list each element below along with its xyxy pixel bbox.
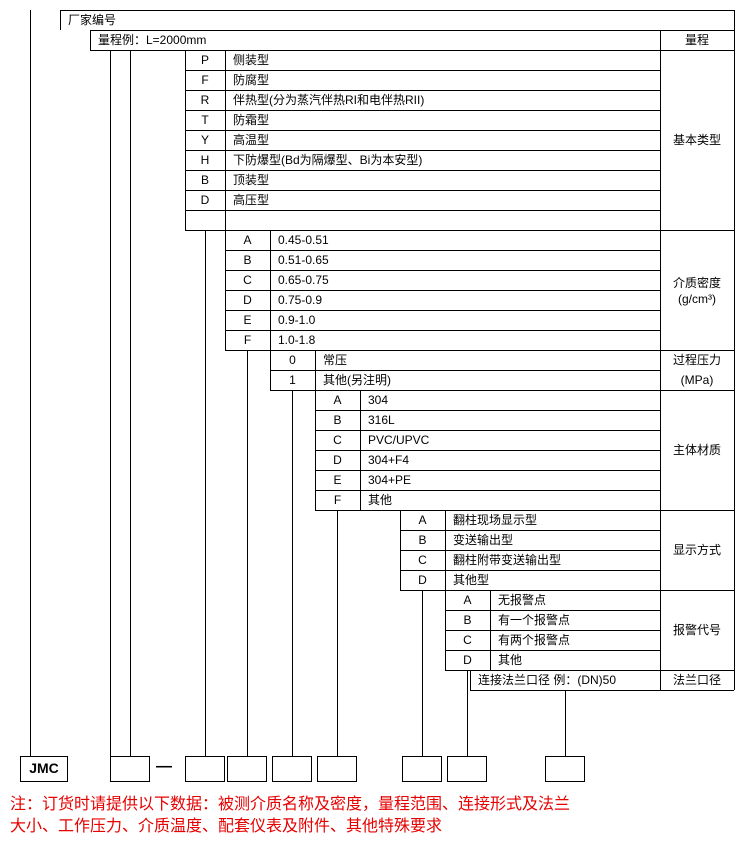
display-code: A [400, 513, 445, 527]
display-code: B [400, 533, 445, 547]
alarm-code: C [445, 633, 490, 647]
material-code: F [315, 493, 360, 507]
density-unit: (g/cm³) [660, 292, 734, 306]
material-desc: 304+F4 [368, 453, 409, 467]
display-code: C [400, 553, 445, 567]
density-desc: 0.45-0.51 [278, 233, 329, 247]
display-desc: 翻柱现场显示型 [453, 513, 537, 527]
basic-type-desc: 顶装型 [233, 173, 269, 187]
density-code: D [225, 293, 270, 307]
pressure-title: 过程压力 [660, 353, 734, 367]
alarm-code: A [445, 593, 490, 607]
alarm-title: 报警代号 [660, 623, 734, 637]
density-code: B [225, 253, 270, 267]
density-box [227, 756, 267, 782]
basic-type-desc: 侧装型 [233, 53, 269, 67]
alarm-desc: 有两个报警点 [498, 633, 570, 647]
basic-type-code: F [185, 73, 225, 87]
material-code: B [315, 413, 360, 427]
density-title: 介质密度 [660, 276, 734, 290]
flange-title: 法兰口径 [660, 673, 734, 687]
material-code: A [315, 393, 360, 407]
basic-type-code: R [185, 93, 225, 107]
basic-type-desc: 高压型 [233, 193, 269, 207]
pressure-unit: (MPa) [660, 373, 734, 387]
basic-type-code: B [185, 173, 225, 187]
jmc-box: JMC [20, 756, 68, 782]
density-code: A [225, 233, 270, 247]
factory-header: 厂家编号 [68, 13, 116, 27]
alarm-code: D [445, 653, 490, 667]
density-desc: 1.0-1.8 [278, 333, 315, 347]
basic-type-desc: 伴热型(分为蒸汽伴热RI和电伴热RII) [233, 93, 424, 107]
density-code: C [225, 273, 270, 287]
display-desc: 其他型 [453, 573, 489, 587]
alarm-desc: 无报警点 [498, 593, 546, 607]
display-desc: 变送输出型 [453, 533, 513, 547]
density-desc: 0.75-0.9 [278, 293, 322, 307]
density-desc: 0.51-0.65 [278, 253, 329, 267]
density-desc: 0.65-0.75 [278, 273, 329, 287]
flange-desc: 连接法兰口径 例：(DN)50 [478, 673, 616, 687]
basic-type-code: T [185, 113, 225, 127]
display-desc: 翻柱附带变送输出型 [453, 553, 561, 567]
alarm-box [447, 756, 487, 782]
flange-box [545, 756, 585, 782]
basic-type-desc: 下防爆型(Bd为隔爆型、Bi为本安型) [233, 153, 422, 167]
alarm-code: B [445, 613, 490, 627]
selection-diagram: 厂家编号量程例：L=2000mm 量程 P 侧装型 F 防腐型 R 伴热型(分为蒸汽伴热RI和… [10, 10, 740, 835]
material-desc: PVC/UPVC [368, 433, 429, 447]
alarm-desc: 有一个报警点 [498, 613, 570, 627]
range-col-header: 量程 [660, 33, 734, 47]
basic-type-box [185, 756, 225, 782]
display-box [402, 756, 442, 782]
material-desc: 其他 [368, 493, 392, 507]
display-code: D [400, 573, 445, 587]
material-desc: 304+PE [368, 473, 411, 487]
dash-separator: — [156, 760, 172, 774]
pressure-desc: 其他(另注明) [323, 373, 391, 387]
basic-type-desc: 高温型 [233, 133, 269, 147]
pressure-code: 0 [270, 353, 315, 367]
basic-type-code: H [185, 153, 225, 167]
basic-type-code: P [185, 53, 225, 67]
material-desc: 316L [368, 413, 395, 427]
material-code: D [315, 453, 360, 467]
alarm-desc: 其他 [498, 653, 522, 667]
material-code: C [315, 433, 360, 447]
basic-type-desc: 防腐型 [233, 73, 269, 87]
density-code: E [225, 313, 270, 327]
material-desc: 304 [368, 393, 388, 407]
range-example: 量程例：L=2000mm [98, 33, 206, 47]
basic-type-desc: 防霜型 [233, 113, 269, 127]
material-title: 主体材质 [660, 443, 734, 457]
pressure-code: 1 [270, 373, 315, 387]
density-desc: 0.9-1.0 [278, 313, 315, 327]
basic-type-code: Y [185, 133, 225, 147]
basic-type-code: D [185, 193, 225, 207]
basic-type-title: 基本类型 [660, 133, 734, 147]
density-code: F [225, 333, 270, 347]
range-box [110, 756, 150, 782]
material-box [317, 756, 357, 782]
material-code: E [315, 473, 360, 487]
pressure-desc: 常压 [323, 353, 347, 367]
note-line1: 注：订货时请提供以下数据：被测介质名称及密度，量程范围、连接形式及法兰 [10, 794, 730, 816]
note-line2: 大小、工作压力、介质温度、配套仪表及附件、其他特殊要求 [10, 816, 730, 838]
display-title: 显示方式 [660, 543, 734, 557]
pressure-box [272, 756, 312, 782]
